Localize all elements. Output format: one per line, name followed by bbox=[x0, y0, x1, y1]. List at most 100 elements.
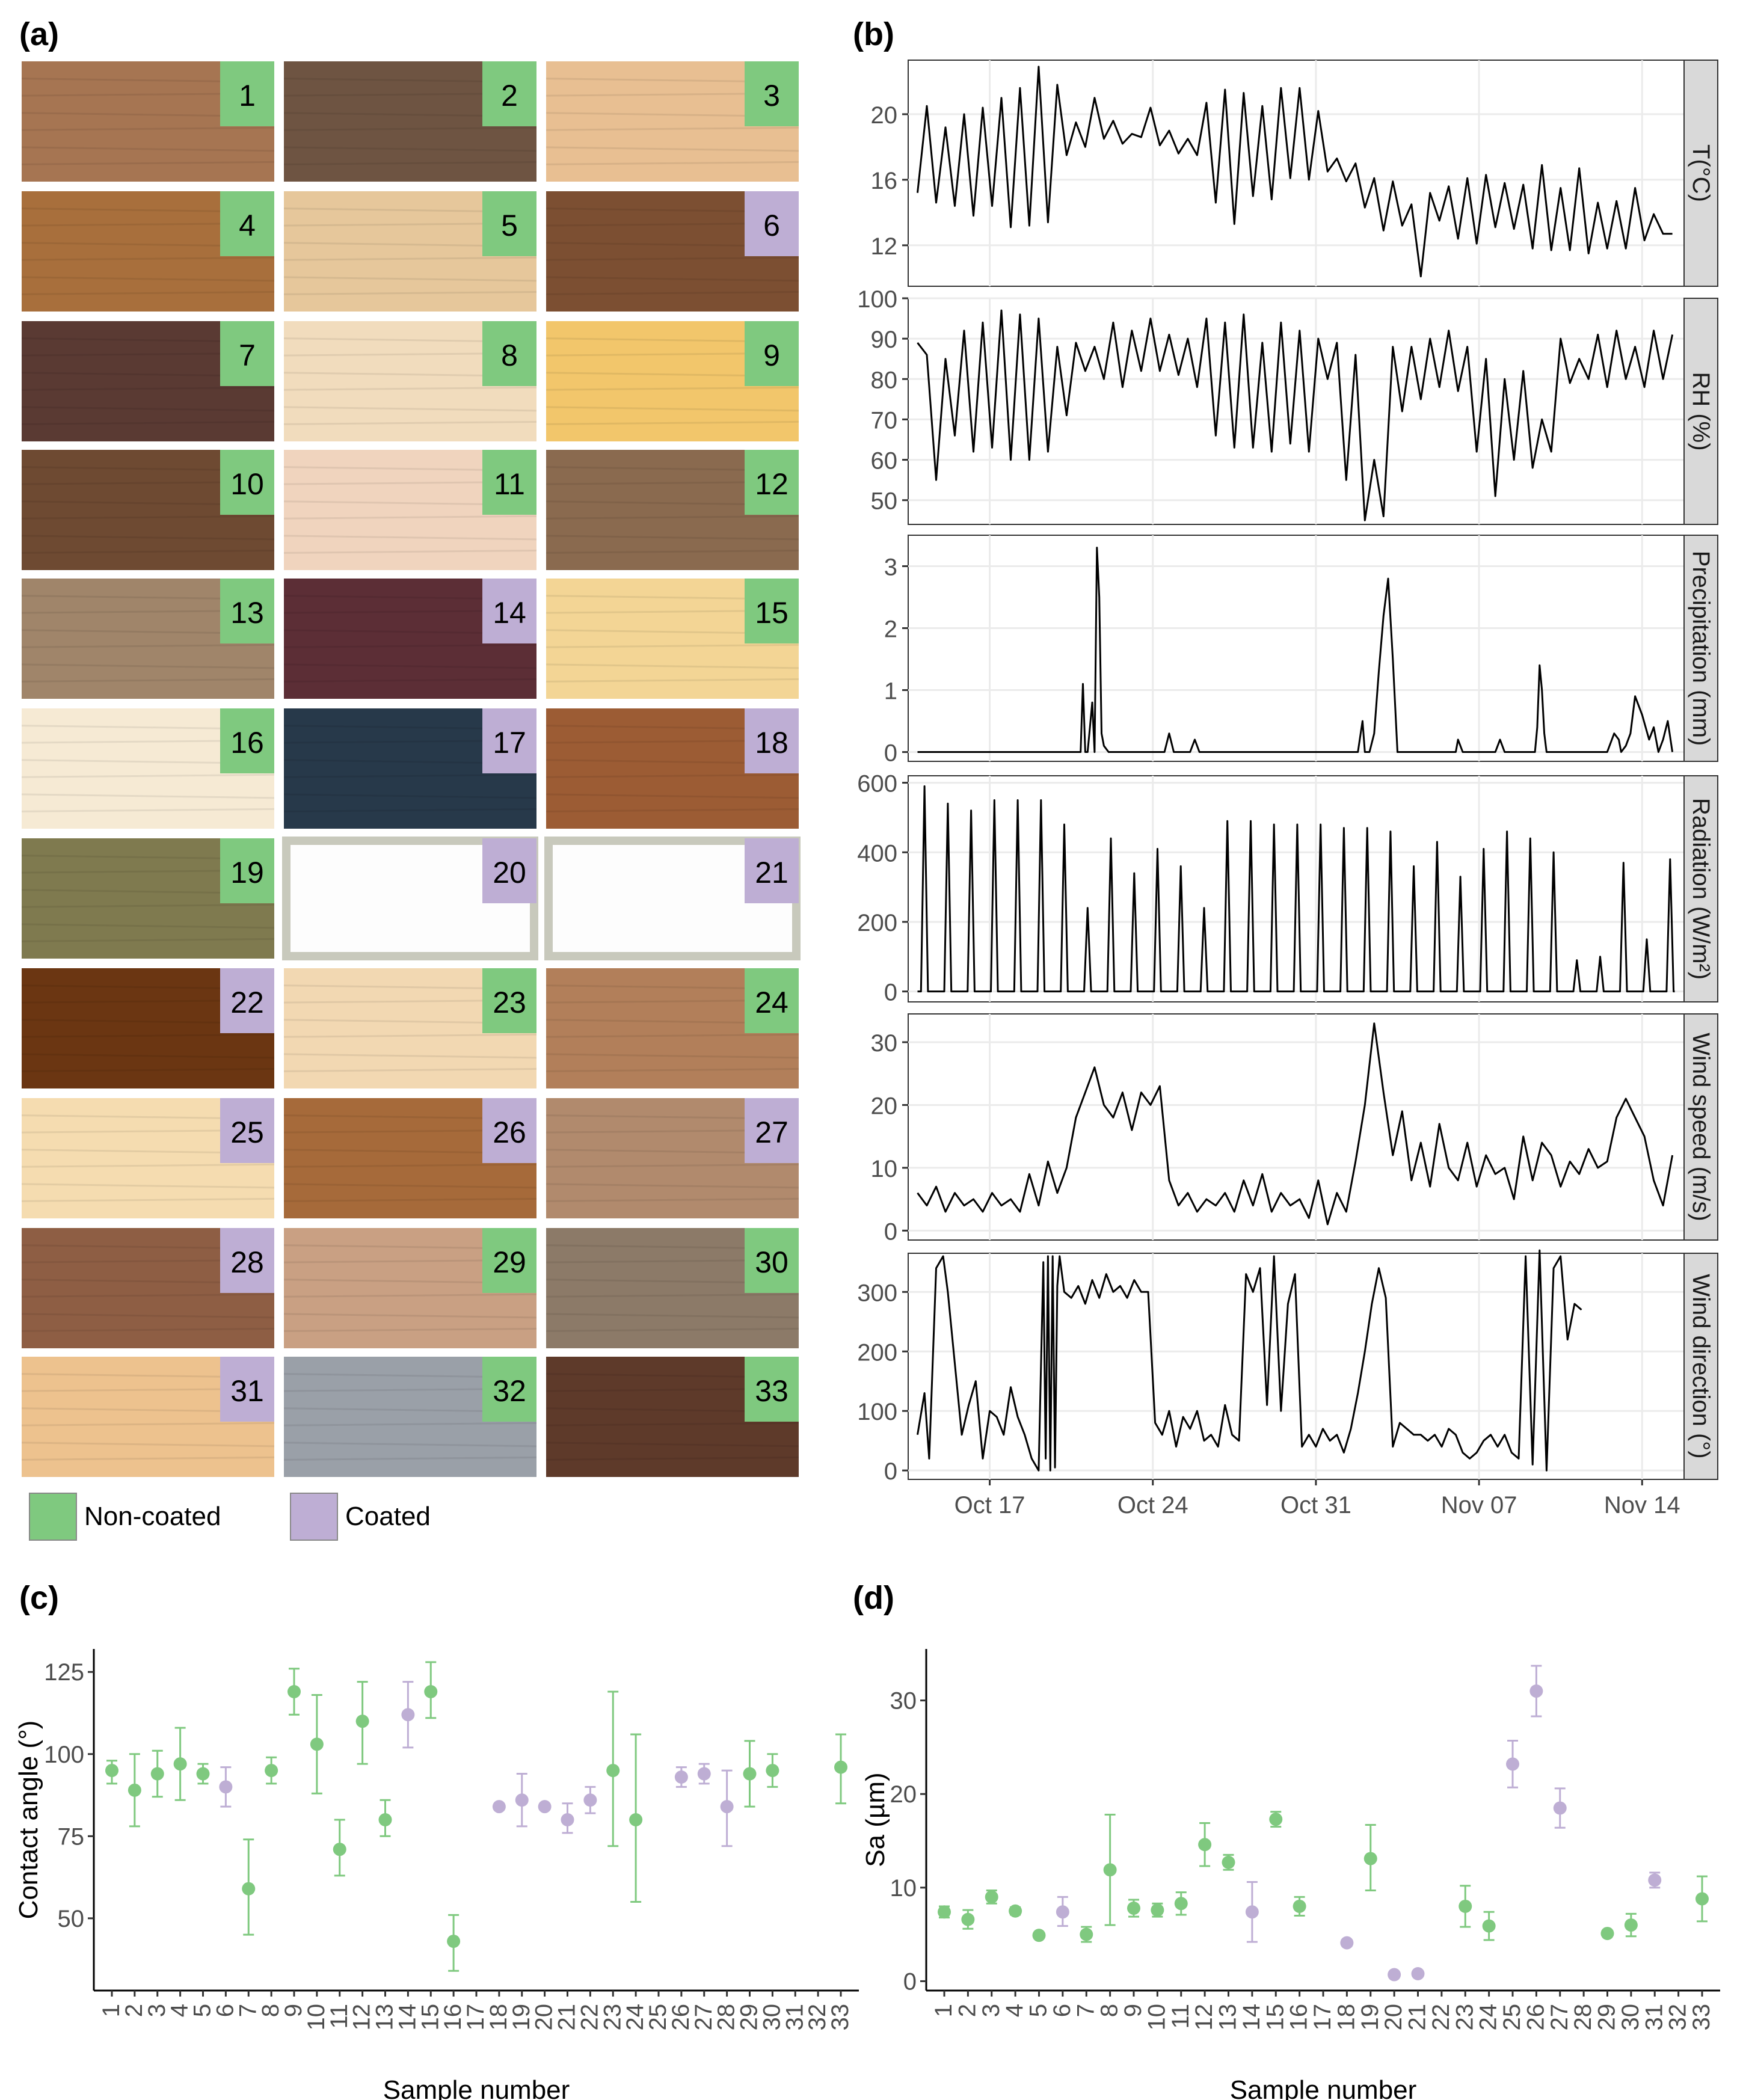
sample-badge bbox=[745, 61, 799, 126]
facet-strip-label: Radiation (W/m²) bbox=[1688, 798, 1714, 980]
wood-grain bbox=[546, 643, 799, 648]
facet-strip bbox=[1683, 535, 1718, 762]
y-tick-label: 50 bbox=[58, 1906, 85, 1932]
sample-badge bbox=[482, 1357, 536, 1422]
x-tick-label: Nov 14 bbox=[1604, 1492, 1680, 1518]
sample-tile-20: 20 bbox=[282, 837, 538, 960]
sample-badge bbox=[220, 579, 274, 643]
data-point-13 bbox=[1222, 1853, 1235, 1871]
wood-grain bbox=[546, 161, 799, 165]
y-tick-label: 20 bbox=[871, 102, 898, 129]
x-tick-label: 22 bbox=[1428, 2004, 1454, 2031]
sample-tile-1: 1 bbox=[21, 61, 275, 182]
x-tick-label: 17 bbox=[1309, 2004, 1336, 2031]
data-point-25 bbox=[1506, 1740, 1519, 1788]
sample-badge bbox=[482, 321, 536, 386]
wood-grain bbox=[21, 1067, 275, 1072]
panel-label-a: (a) bbox=[19, 16, 59, 52]
x-tick-label: 5 bbox=[189, 2004, 216, 2017]
x-tick-label: 20 bbox=[531, 2004, 558, 2031]
y-tick-label: 20 bbox=[890, 1781, 917, 1808]
facet-strip-label: Wind speed (m/s) bbox=[1688, 1033, 1714, 1221]
wood-grain bbox=[546, 420, 799, 425]
x-tick-label: 27 bbox=[690, 2004, 717, 2031]
data-point-5 bbox=[1032, 1929, 1046, 1942]
y-tick-label: 200 bbox=[857, 910, 897, 936]
sample-badge bbox=[220, 708, 274, 773]
data-marker bbox=[265, 1764, 278, 1778]
wood-grain bbox=[283, 1163, 537, 1168]
y-axis-title: Sa (µm) bbox=[861, 1772, 890, 1867]
series-line bbox=[917, 66, 1673, 278]
x-tick-label: 13 bbox=[372, 2004, 398, 2031]
sample-number: 5 bbox=[501, 209, 518, 242]
data-marker bbox=[629, 1813, 643, 1826]
sample-number: 15 bbox=[755, 596, 788, 630]
x-tick-label: 16 bbox=[440, 2004, 466, 2031]
facet-panel bbox=[908, 298, 1685, 525]
sample-badge bbox=[745, 838, 799, 903]
data-marker bbox=[401, 1708, 415, 1722]
wood-grain bbox=[21, 1422, 275, 1426]
data-marker bbox=[1269, 1813, 1283, 1826]
wood-grain bbox=[21, 146, 275, 152]
data-marker bbox=[150, 1767, 164, 1781]
facet-strip bbox=[1683, 1013, 1718, 1241]
sample-number: 14 bbox=[493, 596, 526, 630]
sample-number: 11 bbox=[494, 467, 525, 501]
data-point-18 bbox=[492, 1800, 506, 1814]
wood-grain bbox=[21, 643, 275, 648]
data-point-23 bbox=[606, 1690, 620, 1847]
wood-grain bbox=[283, 1197, 537, 1202]
wood-grain bbox=[283, 1053, 537, 1059]
sample-number: 32 bbox=[493, 1374, 526, 1408]
facet-strip bbox=[1683, 1253, 1718, 1480]
sample-number: 7 bbox=[239, 339, 256, 372]
wood-grain bbox=[21, 903, 275, 908]
data-marker bbox=[743, 1767, 757, 1781]
x-tick-label: 19 bbox=[508, 2004, 535, 2031]
wood-grain bbox=[21, 256, 275, 261]
sample-tile-14: 14 bbox=[283, 579, 537, 699]
facet-strip bbox=[1683, 298, 1718, 525]
data-marker bbox=[242, 1882, 256, 1896]
data-point-7 bbox=[242, 1838, 256, 1936]
y-tick-label: 80 bbox=[871, 367, 898, 393]
data-marker bbox=[1222, 1855, 1235, 1869]
weather-facet-2: 0 1 2 3 Precipitation (mm) bbox=[884, 535, 1718, 767]
data-point-28 bbox=[720, 1769, 734, 1847]
scatter-chart-d: 0102030123456789101112131415161718192021… bbox=[861, 1649, 1720, 2100]
data-point-3 bbox=[150, 1749, 164, 1798]
wood-grain bbox=[283, 126, 537, 131]
x-tick-label: 4 bbox=[167, 2004, 193, 2017]
data-point-11 bbox=[1174, 1891, 1188, 1916]
data-point-24 bbox=[1482, 1911, 1496, 1941]
data-point-30 bbox=[766, 1753, 779, 1788]
legend-swatch-non-coated bbox=[29, 1493, 77, 1541]
series-line bbox=[917, 1249, 1582, 1472]
x-tick-label: 25 bbox=[1499, 2004, 1525, 2031]
x-tick-label: 19 bbox=[1357, 2004, 1383, 2031]
y-tick-label: 16 bbox=[871, 168, 898, 194]
wood-grain bbox=[21, 938, 275, 942]
sample-tile-23: 23 bbox=[283, 968, 537, 1088]
x-tick-label: 12 bbox=[349, 2004, 375, 2031]
facet-panel bbox=[908, 1013, 1685, 1241]
data-marker bbox=[424, 1685, 438, 1698]
sample-number: 3 bbox=[763, 79, 780, 112]
sample-tile-11: 11 bbox=[283, 450, 537, 570]
weather-facet-4: 0 10 20 30 Wind speed (m/s) bbox=[871, 1013, 1718, 1245]
data-marker bbox=[196, 1767, 210, 1781]
wood-grain bbox=[546, 515, 799, 520]
sample-number: 1 bbox=[239, 79, 256, 112]
y-tick-label: 60 bbox=[871, 448, 898, 474]
data-point-3 bbox=[985, 1889, 998, 1905]
y-tick-label: 50 bbox=[871, 488, 898, 515]
x-tick-label: 16 bbox=[1286, 2004, 1312, 2031]
wood-grain bbox=[283, 1327, 537, 1332]
data-marker bbox=[447, 1935, 461, 1948]
y-tick-label: 400 bbox=[857, 840, 897, 867]
legend-label-coated: Coated bbox=[345, 1502, 431, 1531]
y-tick-label: 10 bbox=[890, 1875, 917, 1902]
y-tick-label: 90 bbox=[871, 327, 898, 353]
